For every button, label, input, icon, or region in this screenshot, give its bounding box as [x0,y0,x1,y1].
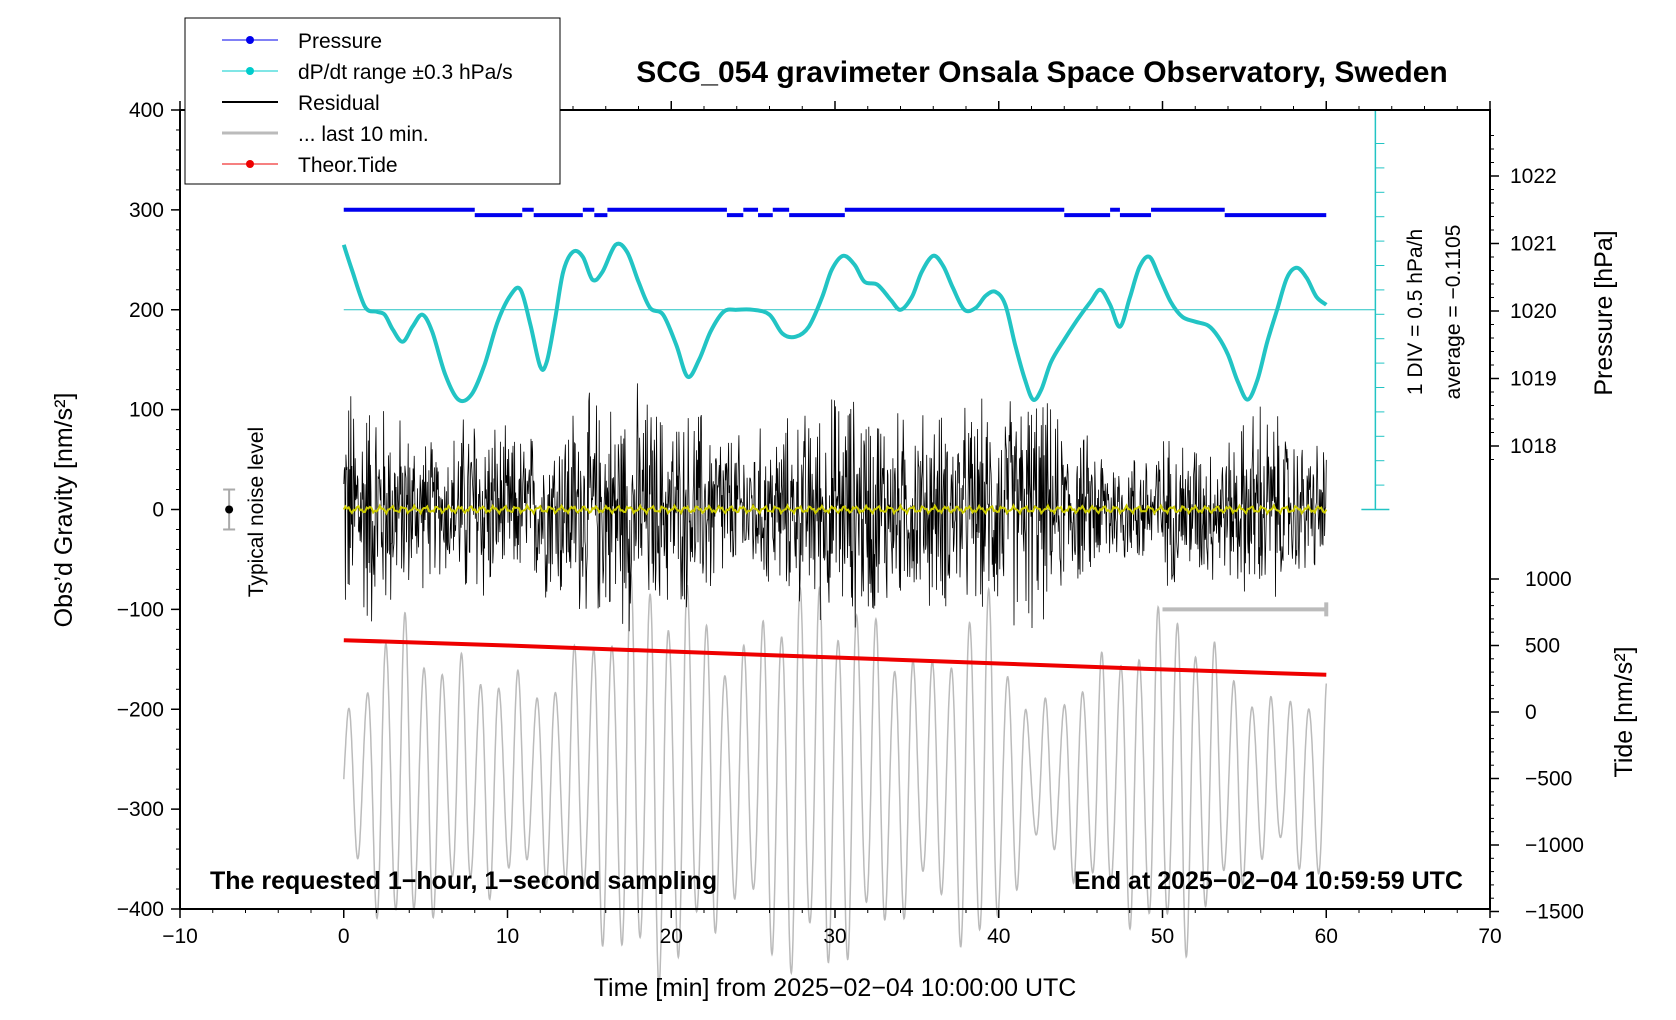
tide-tick-label: 500 [1525,635,1560,658]
legend-label: Theor.Tide [298,154,398,177]
pressure-tick-label: 1021 [1510,233,1557,256]
x-tick-label: 20 [660,925,683,948]
y-tick-label: 0 [152,499,164,522]
legend-item-pressure: Pressure [222,30,382,53]
y-axis-title-tide: Tide [nm/s²] [1610,646,1638,777]
y-tick-label: −200 [117,698,164,721]
x-tick-label: −10 [162,925,198,948]
tide-tick-label: 0 [1525,701,1537,724]
series-tide-line [343,638,1327,677]
legend-label: Pressure [298,30,382,53]
y-tick-label: 100 [129,399,164,422]
axes-layer: −10 0 10 20 30 40 50 60 704003002001000−100−200−… [117,99,1584,948]
legend-item-theor-tide: Theor.Tide [222,154,398,177]
legend-item-last-10-min: ... last 10 min. [222,123,429,146]
y-axis-title-pressure: Pressure [hPa] [1590,230,1618,395]
legend-label: ... last 10 min. [298,123,429,146]
series-dpdt-line [341,241,1328,404]
tide-tick-label: −1500 [1525,901,1584,924]
y-tick-label: 300 [129,199,164,222]
smoothed-residual-line [342,503,1328,516]
legend-item-dpdt: dP/dt range ±0.3 hPa/s [222,61,513,84]
average-note: average = −0.1105 [1442,225,1465,400]
pressure-tick-label: 1018 [1510,435,1557,458]
pressure-tick-label: 1020 [1510,300,1557,323]
x-tick-label: 60 [1315,925,1338,948]
x-tick-label: 50 [1151,925,1174,948]
chart-title: SCG_054 gravimeter Onsala Space Observat… [636,56,1448,89]
legend-swatch-marker [246,36,254,44]
y-tick-label: −300 [117,798,164,821]
y-tick-label: −100 [117,598,164,621]
series-layer [341,207,1328,677]
tide-oscillation-line [343,571,1328,989]
legend-swatch-marker [246,67,254,75]
x-tick-label: 30 [823,925,846,948]
y-tick-label: 400 [129,99,164,122]
x-axis-title: Time [min] from 2025−02−04 10:00:00 UTC [594,974,1077,1002]
tide-tick-label: −1000 [1525,834,1584,857]
noise-level-label: Typical noise level [245,427,268,597]
note-sampling: The requested 1−hour, 1−second sampling [210,867,717,895]
scale-note: 1 DIV = 0.5 hPa/h [1404,229,1427,395]
y-tick-label: 200 [129,299,164,322]
residual-line [343,383,1327,632]
tide-tick-label: −500 [1525,768,1572,791]
x-tick-label: 0 [338,925,350,948]
x-tick-label: 40 [987,925,1010,948]
pressure-tick-label: 1019 [1510,368,1557,391]
x-tick-label: 70 [1478,925,1501,948]
legend: Pressure dP/dt range ±0.3 hPa/s Residual… [184,17,561,185]
legend-label: dP/dt range ±0.3 hPa/s [298,61,513,84]
legend-label: Residual [298,92,380,115]
x-tick-label: 10 [496,925,519,948]
tide-tick-label: 1000 [1525,568,1572,591]
y-axis-title-left: Obs’d Gravity [nm/s²] [50,393,78,628]
residual-layer [342,383,1328,632]
pressure-tick-label: 1022 [1510,165,1557,188]
y-tick-label: −400 [117,898,164,921]
legend-swatch-marker [246,160,254,168]
noise-point [225,505,234,514]
note-end-time: End at 2025−02−04 10:59:59 UTC [1074,867,1463,895]
extras-layer [223,110,1390,617]
tide-oscillation-layer [343,571,1328,989]
legend-item-residual: Residual [222,92,380,115]
